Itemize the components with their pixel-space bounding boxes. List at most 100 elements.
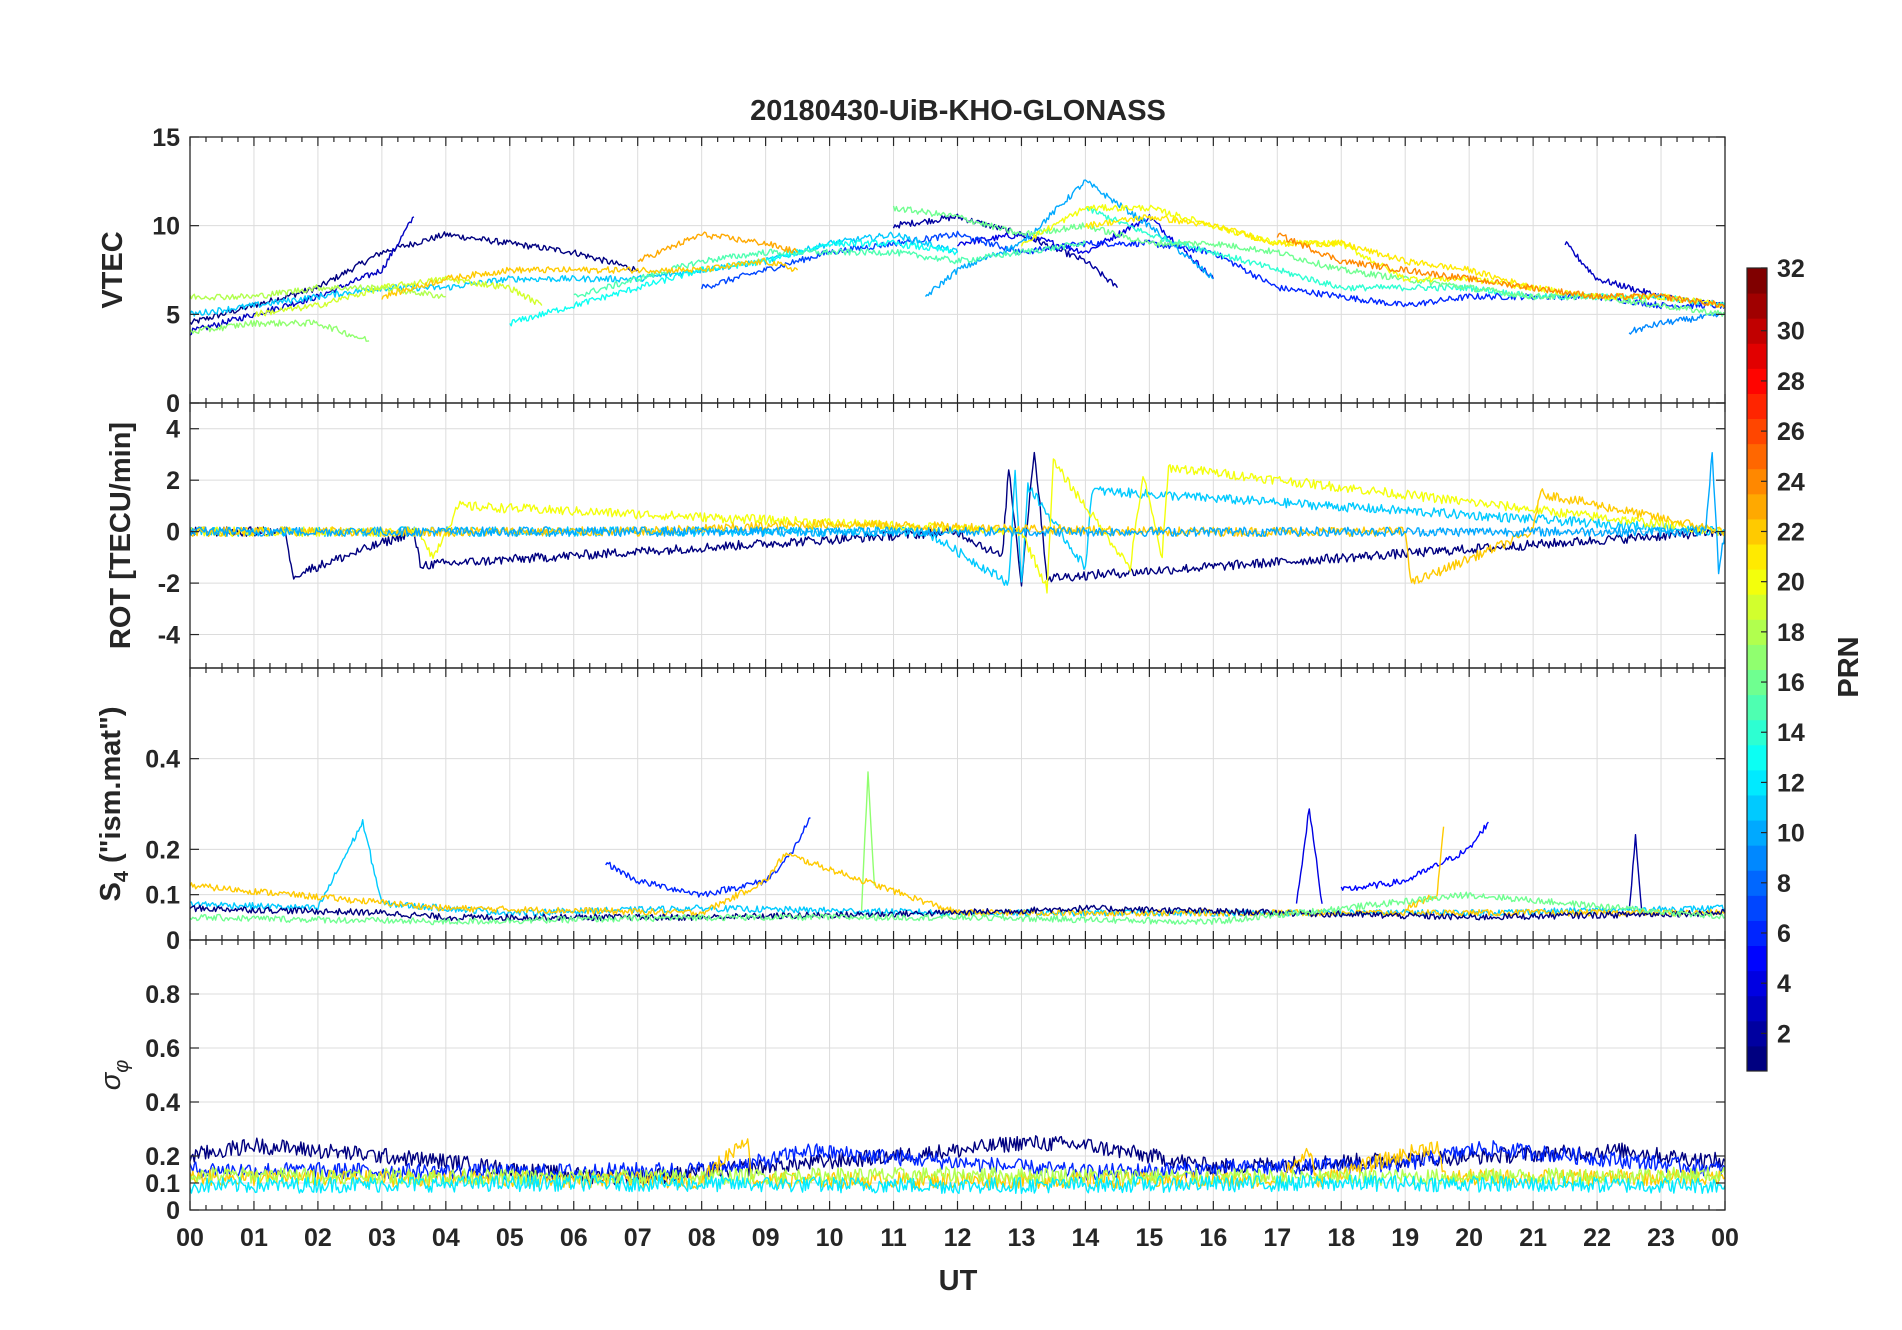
panel-4-y-tick-label: 0.4 (145, 1089, 180, 1117)
colorbar-segment (1747, 970, 1767, 997)
x-tick-label: 03 (368, 1224, 396, 1252)
colorbar-segment (1747, 594, 1767, 620)
panel-2-traces (190, 451, 1725, 594)
x-tick-label: 17 (1263, 1224, 1291, 1252)
colorbar-segment (1747, 619, 1767, 645)
panel-1-y-tick-label: 10 (152, 213, 180, 241)
x-tick-label: 02 (304, 1224, 332, 1252)
colorbar-frame (1746, 267, 1768, 1072)
panel-2-y-tick-label: -4 (158, 622, 180, 650)
panel-4-y-tick-label: 0.1 (145, 1170, 180, 1198)
colorbar-segment (1747, 268, 1767, 294)
panel-4-y-tick-label: 0.2 (145, 1143, 180, 1171)
x-tick-label: 18 (1327, 1224, 1355, 1252)
colorbar-segment (1747, 694, 1767, 721)
x-tick-label: 00 (1711, 1224, 1739, 1252)
panel-1-y-tick-label: 15 (152, 124, 180, 152)
colorbar-segment (1747, 318, 1767, 344)
panel-1-y-tick-label: 0 (166, 390, 180, 418)
colorbar-segment (1747, 518, 1767, 545)
colorbar-tick-label: 14 (1777, 719, 1805, 747)
panel-2-series-prn22-3 (190, 488, 1725, 585)
panel-1-series-prn21-18 (1084, 214, 1534, 291)
x-tick-label: 20 (1455, 1224, 1483, 1252)
panel-1-series-prn24-21 (1276, 232, 1725, 308)
colorbar-segment (1747, 293, 1767, 319)
panel-2-y-tick-label: 0 (166, 519, 180, 547)
panel-1-y-tick-label: 5 (166, 301, 180, 329)
colorbar-tick-label: 28 (1777, 368, 1805, 396)
colorbar-segment (1747, 945, 1767, 972)
colorbar-segment (1747, 1045, 1767, 1072)
panel-4-y-axis-label: σφ (95, 1060, 133, 1091)
colorbar-tick-label: 22 (1777, 518, 1805, 546)
panel-1-series-prn18-15 (190, 284, 446, 301)
x-tick-label: 00 (176, 1224, 204, 1252)
panel-3-series-prn17-2 (860, 771, 876, 911)
panel-3-grid (189, 668, 1726, 941)
panel-4-traces (190, 1135, 1725, 1195)
panel-1-series-prn1-0 (190, 231, 639, 325)
colorbar-tick-label: 18 (1777, 619, 1805, 647)
panel-2: -4 -2 0 2 4 ROT [TECU/min] (105, 402, 1726, 669)
panel-1-series-prn3-1 (190, 216, 415, 336)
colorbar-tick-label: 26 (1777, 418, 1805, 446)
colorbar-segment (1747, 870, 1767, 896)
panel-3: 0 0.1 0.2 0.4 S4 ("ism.mat") (95, 667, 1726, 955)
panel-4-series-prn6-1 (190, 1140, 1725, 1181)
chart-title: 20180430-UiB-KHO-GLONASS (750, 95, 1166, 127)
colorbar-segment (1747, 820, 1767, 846)
panel-4-x-ticks (189, 940, 1726, 1211)
colorbar-tick-label: 16 (1777, 669, 1805, 697)
x-tick-label: 05 (496, 1224, 524, 1252)
colorbar-segment (1747, 845, 1767, 871)
panel-1-series-prn11-7 (190, 231, 959, 317)
colorbar-tick-label: 4 (1777, 970, 1791, 998)
panel-3-series-prn5-1 (1340, 821, 1489, 891)
panel-2-series-prn1-0 (190, 451, 1725, 587)
colorbar-segment (1747, 769, 1767, 796)
panel-1-series-prn19-16 (253, 275, 543, 317)
colorbar-tick-label: 10 (1777, 820, 1805, 848)
colorbar-tick-label: 20 (1777, 569, 1805, 597)
panel-1-series-prn23-20 (637, 231, 799, 262)
panel-1-series-prn22-19 (381, 257, 799, 300)
x-tick-label: 23 (1647, 1224, 1675, 1252)
x-tick-label: 22 (1583, 1224, 1611, 1252)
panel-3-y-axis-label: S4 ("ism.mat") (95, 707, 133, 902)
panel-3-y-tick-label: 0.4 (145, 746, 180, 774)
colorbar-segment (1747, 669, 1767, 696)
panel-1-traces (190, 179, 1725, 342)
panel-1-series-prn7-6 (701, 230, 1022, 290)
panel-2-y-tick-label: 4 (166, 416, 180, 444)
panel-4-y-tick-label: 0.6 (145, 1035, 180, 1063)
panel-3-series-prn2-4 (1628, 834, 1643, 913)
x-tick-label: 12 (944, 1224, 972, 1252)
panel-4-series-prn18-3 (190, 1166, 1725, 1187)
panel-1-series-prn20-17 (1020, 204, 1725, 308)
colorbar-segment (1747, 1020, 1767, 1047)
panel-3-series-prn4-3 (1295, 808, 1323, 904)
panel-3-series-prn6-0 (605, 816, 811, 898)
colorbar-segment (1747, 895, 1767, 921)
panel-4-y-tick-label: 0 (166, 1197, 180, 1225)
x-tick-label: 09 (752, 1224, 780, 1252)
x-tick-label: 21 (1519, 1224, 1547, 1252)
colorbar-segment (1747, 393, 1767, 420)
x-tick-label: 04 (432, 1224, 460, 1252)
x-axis-label: UT (939, 1265, 978, 1297)
x-tick-label: 16 (1199, 1224, 1227, 1252)
panel-1-y-axis-label: VTEC (97, 231, 129, 308)
x-axis: 00 01 02 03 04 05 06 07 08 09 10 11 12 13 14 15 16 17 18 19… (176, 1224, 1739, 1252)
x-tick-label: 10 (816, 1224, 844, 1252)
colorbar-tick-label: 8 (1777, 870, 1791, 898)
colorbar-segment (1747, 368, 1767, 394)
x-tick-label: 06 (560, 1224, 588, 1252)
colorbar-tick-label: 32 (1777, 255, 1805, 283)
panel-1-series-prn4-3 (956, 213, 1214, 280)
x-tick-label: 11 (880, 1224, 907, 1252)
colorbar-tick-label: 12 (1777, 769, 1805, 797)
colorbar-segment (1747, 744, 1767, 771)
colorbar-segment (1747, 343, 1767, 369)
